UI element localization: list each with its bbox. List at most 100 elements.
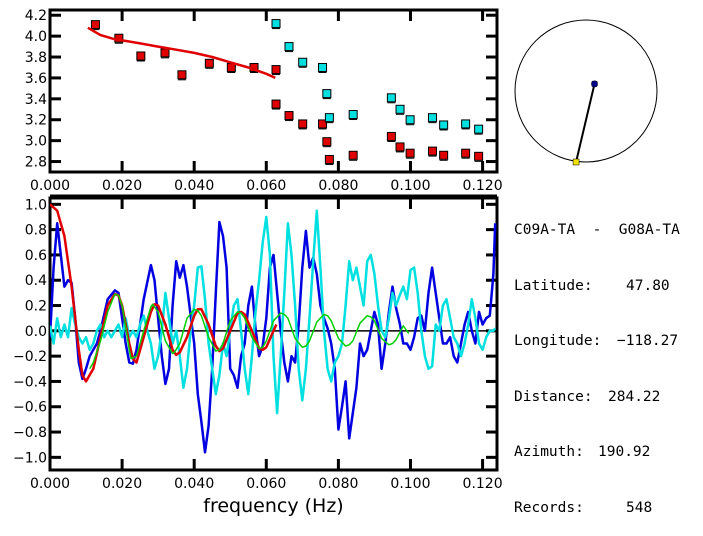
plot-area <box>87 19 484 165</box>
y-tick-label: 4.0 <box>25 29 47 45</box>
imag-part-line <box>50 209 497 415</box>
measured-cyan-point <box>298 57 308 67</box>
x-tick-label: 0.020 <box>102 476 142 492</box>
measured-cyan-point <box>324 113 334 123</box>
path-line <box>575 83 596 163</box>
y-tick-label: 0.6 <box>25 248 47 264</box>
measured-cyan-point <box>474 124 484 134</box>
measured-red-point <box>90 20 100 30</box>
info-value: 284.22 <box>608 388 661 405</box>
y-tick-label: 3.6 <box>25 71 47 87</box>
theoretical-green-line <box>89 293 410 370</box>
measured-cyan-point <box>439 120 449 130</box>
y-tick-label: 0.8 <box>25 223 47 239</box>
info-value: −118.27 <box>617 333 679 349</box>
measured-red-point <box>322 137 332 147</box>
x-tick-label: 0.060 <box>246 476 286 492</box>
measured-cyan-point <box>318 62 328 72</box>
info-row-distance: Distance: 284.22 <box>514 388 680 407</box>
info-label: Records: <box>514 499 584 516</box>
y-tick-label: 3.0 <box>25 134 47 150</box>
measured-cyan-point <box>461 119 471 129</box>
measured-red-point <box>348 150 358 160</box>
station-info: C09A-TA - G08A-TA Latitude: 47.80 Longitu… <box>514 184 680 536</box>
chart-canvas: 0.000 0.020 0.040 0.060 0.080 0.100 0.120 2.8 3.… <box>13 8 658 517</box>
x-tick-label: 0.080 <box>318 476 358 492</box>
plot-frame <box>48 8 499 174</box>
station-pair: C09A-TA - G08A-TA <box>514 222 680 238</box>
measured-cyan-point <box>386 93 396 103</box>
y-tick-label: 2.8 <box>25 155 47 171</box>
y-tick-label: −0.2 <box>13 349 47 365</box>
measured-red-point <box>271 65 281 75</box>
x-tick-label: 0.120 <box>463 178 503 194</box>
measured-red-point <box>395 142 405 152</box>
x-tick-label: 0.020 <box>102 178 142 194</box>
measured-red-point <box>386 131 396 141</box>
info-row-latitude: Latitude: 47.80 <box>514 277 680 296</box>
measured-red-point <box>298 119 308 129</box>
y-tick-label: 4.2 <box>25 8 47 24</box>
x-axis-label: frequency (Hz) <box>203 495 343 517</box>
station-marker <box>591 80 598 88</box>
station-marker <box>572 158 580 166</box>
info-row-azimuth: Azimuth: 190.92 <box>514 443 680 462</box>
measured-red-point <box>474 151 484 161</box>
y-tick-label: 3.8 <box>25 50 47 66</box>
info-value: 190.92 <box>598 444 651 460</box>
x-tick-label: 0.060 <box>246 178 286 194</box>
x-tick-label: 0.040 <box>174 476 214 492</box>
y-tick-label: 1.0 <box>25 197 47 213</box>
x-tick-label: 0.100 <box>390 476 430 492</box>
fit-curve-line <box>87 26 276 80</box>
theoretical-red-line <box>50 203 278 383</box>
x-tick-label: 0.000 <box>30 476 70 492</box>
coherency-panel: 0.000 0.020 0.040 0.060 0.080 0.100 0.120 −1.0 −… <box>13 196 503 517</box>
y-tick-label: −0.6 <box>13 400 47 416</box>
y-tick-label: 0.4 <box>25 273 47 289</box>
y-tick-label: 3.4 <box>25 92 47 108</box>
measured-cyan-point <box>284 42 294 52</box>
y-tick-label: −0.4 <box>13 374 47 390</box>
x-tick-label: 0.100 <box>390 178 430 194</box>
dispersion-panel: 0.000 0.020 0.040 0.060 0.080 0.100 0.120 2.8 3.… <box>25 8 503 198</box>
info-row-records: Records: 548 <box>514 499 680 518</box>
y-tick-label: 3.2 <box>25 113 47 129</box>
info-label: Longitude: <box>514 333 602 349</box>
x-tick-label: 0.040 <box>174 178 214 194</box>
y-tick-label: 0.0 <box>25 324 47 340</box>
info-row-longitude: Longitude: −118.27 <box>514 332 680 351</box>
measured-red-point <box>284 111 294 121</box>
x-tick-label: 0.120 <box>463 476 503 492</box>
measured-red-point <box>405 148 415 158</box>
x-tick-label: 0.000 <box>30 178 70 194</box>
plot-area <box>50 203 497 454</box>
y-tick-label: 0.2 <box>25 299 47 315</box>
info-value: 548 <box>626 499 653 516</box>
measured-red-point <box>160 48 170 58</box>
measured-red-point <box>136 51 146 61</box>
info-label: Distance: <box>514 388 593 405</box>
measured-red-point <box>177 70 187 80</box>
station-map <box>514 19 658 166</box>
measured-red-point <box>427 146 437 156</box>
measured-red-point <box>439 150 449 160</box>
info-label: Latitude: <box>514 277 593 294</box>
measured-red-point <box>461 148 471 158</box>
measured-cyan-point <box>271 19 281 29</box>
x-tick-label: 0.080 <box>318 178 358 194</box>
info-value: 47.80 <box>626 277 670 294</box>
measured-cyan-point <box>395 104 405 114</box>
measured-cyan-point <box>405 115 415 125</box>
info-label: Azimuth: <box>514 444 584 460</box>
measured-red-point <box>318 119 328 129</box>
map-circle <box>514 19 658 163</box>
measured-red-point <box>324 154 334 164</box>
measured-red-point <box>204 58 214 68</box>
y-tick-label: −0.8 <box>13 425 47 441</box>
measured-cyan-point <box>322 89 332 99</box>
y-tick-label: −1.0 <box>13 450 47 466</box>
measured-cyan-point <box>348 110 358 120</box>
measured-red-point <box>271 99 281 109</box>
measured-cyan-point <box>427 113 437 123</box>
